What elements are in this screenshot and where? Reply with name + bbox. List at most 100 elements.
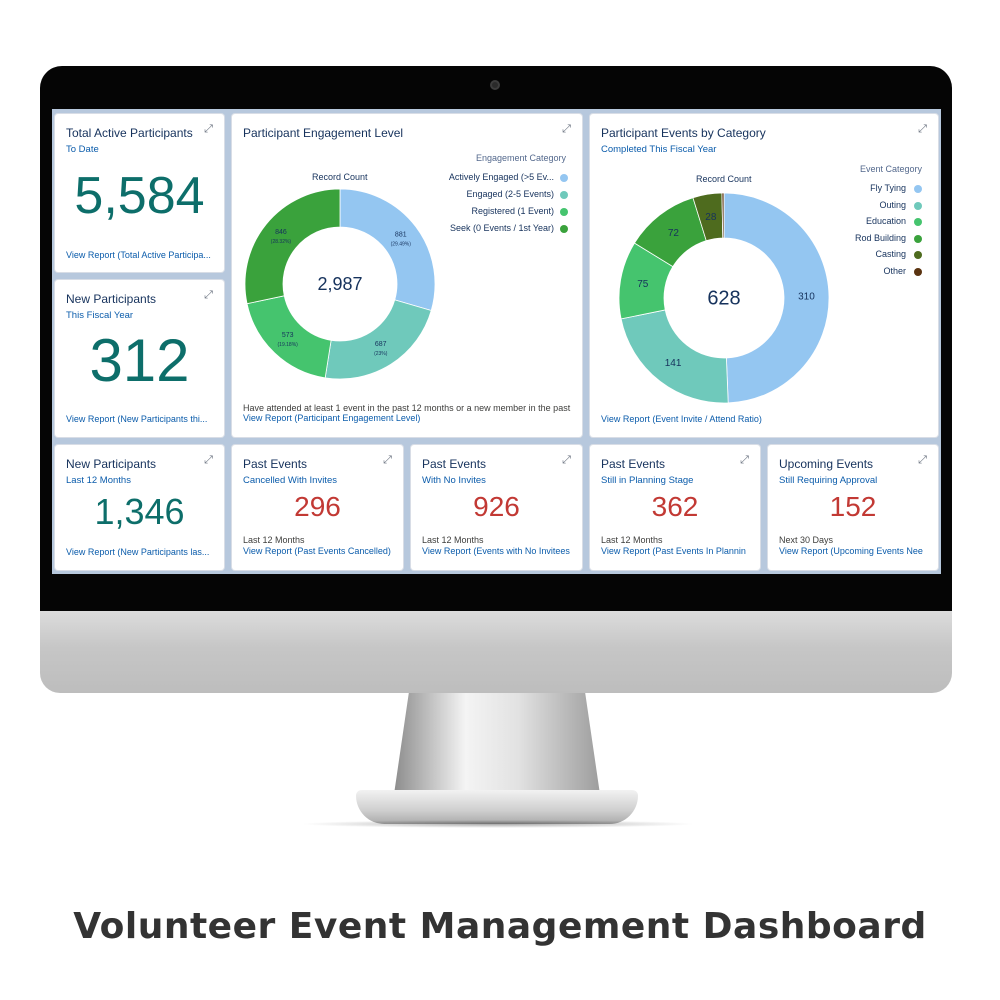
card-title: Participant Events by Category	[601, 126, 766, 140]
card-title: Total Active Participants	[66, 126, 193, 140]
slice-percent-label: (28.32%)	[271, 239, 292, 245]
legend-dot-icon	[914, 201, 922, 210]
legend-dot-icon	[560, 174, 568, 182]
view-report-link[interactable]: View Report (New Participants thi...	[66, 414, 208, 424]
view-report-link[interactable]: View Report (New Participants las...	[66, 547, 210, 557]
donut-center-total: 628	[707, 288, 740, 310]
donut-slice-fly-tying[interactable]	[723, 192, 830, 404]
card-subtitle: Still in Planning Stage	[601, 475, 694, 486]
card-past-events-planning: Past Events Still in Planning Stage ⤢ 36…	[590, 445, 760, 570]
card-subtitle: Last 12 Months	[66, 475, 131, 486]
chart-title: Record Count	[696, 174, 752, 184]
expand-icon[interactable]: ⤢	[740, 454, 749, 466]
card-title: Participant Engagement Level	[243, 126, 404, 140]
legend-item-registered-1-event[interactable]: Registered (1 Event)	[471, 206, 554, 216]
expand-icon[interactable]: ⤢	[562, 454, 571, 466]
card-new-participants-fiscal: New Participants This Fiscal Year ⤢ 312 …	[55, 280, 224, 437]
expand-icon[interactable]: ⤢	[204, 123, 213, 135]
metric-value: 312	[89, 327, 190, 394]
metric-value: 926	[473, 491, 520, 522]
view-report-link[interactable]: View Report (Total Active Participa...	[66, 250, 211, 260]
metric-value: 5,584	[74, 167, 205, 225]
metric-value: 1,346	[94, 491, 185, 532]
card-title: Past Events	[601, 457, 666, 471]
card-subtitle: Cancelled With Invites	[243, 475, 337, 486]
category-donut-chart: 310 141 75 72 28 628	[618, 192, 830, 404]
monitor-stand-neck	[392, 693, 602, 808]
legend-item-outing[interactable]: Outing	[879, 199, 906, 210]
card-note: Last 12 Months	[243, 535, 305, 545]
card-subtitle: This Fiscal Year	[66, 310, 134, 321]
slice-percent-label: (19.18%)	[278, 342, 299, 348]
card-engagement-level: Participant Engagement Level ⤢ Record Co…	[232, 114, 582, 437]
card-upcoming-events: Upcoming Events Still Requiring Approval…	[768, 445, 938, 570]
card-title: New Participants	[66, 457, 157, 471]
slice-percent-label: (23%)	[374, 351, 388, 357]
monitor-stand-base	[356, 790, 638, 824]
donut-slice-other[interactable]	[721, 192, 725, 239]
slice-value-label: 28	[705, 212, 717, 223]
donut-slice-engaged-2-5-events[interactable]	[324, 299, 432, 380]
legend-item-education[interactable]: Education	[865, 216, 906, 227]
metric-value: 362	[651, 491, 699, 522]
donut-center-total: 2,987	[317, 274, 362, 294]
card-subtitle: Still Requiring Approval	[779, 475, 878, 486]
view-report-link[interactable]: View Report (Past Events In Plannin	[601, 546, 746, 556]
card-title: Upcoming Events	[779, 457, 874, 471]
legend-dot-icon	[914, 234, 922, 243]
card-subtitle: To Date	[66, 144, 99, 155]
slice-value-label: 846	[275, 229, 287, 236]
legend-dot-icon	[914, 218, 922, 227]
card-subtitle: With No Invites	[422, 475, 486, 486]
donut-slice-seek-0-events-1st-year[interactable]	[244, 188, 341, 305]
expand-icon[interactable]: ⤢	[562, 123, 571, 135]
legend-item-seek-0-events-1st-year[interactable]: Seek (0 Events / 1st Year)	[449, 223, 554, 233]
page-caption: Volunteer Event Management Dashboard	[73, 906, 927, 947]
expand-icon[interactable]: ⤢	[204, 289, 213, 301]
card-note: Next 30 Days	[779, 535, 834, 545]
legend-item-actively-engaged-5-ev[interactable]: Actively Engaged (>5 Ev...	[448, 172, 554, 182]
dashboard-screen: Total Active Participants To Date ⤢ 5,58…	[52, 109, 941, 574]
view-report-link[interactable]: View Report (Event Invite / Attend Ratio…	[601, 414, 762, 424]
expand-icon[interactable]: ⤢	[918, 454, 927, 466]
legend-title: Engagement Category	[475, 153, 566, 163]
view-report-link[interactable]: View Report (Upcoming Events Nee	[779, 546, 923, 556]
card-note: Last 12 Months	[422, 535, 484, 545]
card-events-by-category: Participant Events by Category Completed…	[590, 114, 938, 437]
card-subtitle: Completed This Fiscal Year	[601, 144, 717, 155]
card-total-active-participants: Total Active Participants To Date ⤢ 5,58…	[55, 114, 224, 272]
legend-item-rod-building[interactable]: Rod Building	[854, 232, 906, 243]
legend-item-casting[interactable]: Casting	[875, 249, 906, 260]
legend-item-fly-tying[interactable]: Fly Tying	[870, 183, 906, 193]
legend-title: Event Category	[859, 164, 922, 174]
stand-shadow	[300, 820, 696, 828]
view-report-link[interactable]: View Report (Events with No Invitees	[422, 546, 570, 556]
expand-icon[interactable]: ⤢	[383, 454, 392, 466]
metric-value: 296	[294, 491, 341, 522]
slice-value-label: 75	[637, 279, 649, 290]
card-title: Past Events	[422, 457, 487, 471]
legend-dot-icon	[560, 208, 568, 216]
slice-value-label: 72	[668, 228, 680, 239]
card-title: Past Events	[243, 457, 308, 471]
expand-icon[interactable]: ⤢	[918, 123, 927, 135]
view-report-link[interactable]: View Report (Past Events Cancelled)	[243, 546, 391, 556]
legend-dot-icon	[914, 185, 922, 193]
slice-value-label: 310	[798, 292, 815, 303]
card-title: New Participants	[66, 292, 157, 306]
card-past-events-cancelled: Past Events Cancelled With Invites ⤢ 296…	[232, 445, 403, 570]
monitor-chin	[40, 611, 952, 693]
engagement-donut-chart: 881 (29.49%) 687 (23%) 573 (19.18%) 846 (28.32%…	[244, 188, 436, 380]
donut-slice-outing[interactable]	[620, 309, 729, 404]
slice-value-label: 881	[395, 231, 407, 238]
legend-item-engaged-2-5-events[interactable]: Engaged (2-5 Events)	[466, 189, 554, 199]
slice-value-label: 573	[282, 332, 294, 339]
legend-dot-icon	[560, 225, 568, 233]
camera-icon	[490, 80, 500, 90]
metric-value: 152	[829, 491, 877, 522]
donut-slice-actively-engaged-5-ev[interactable]	[339, 188, 436, 311]
slice-value-label: 687	[375, 341, 387, 348]
expand-icon[interactable]: ⤢	[204, 454, 213, 466]
legend-item-other[interactable]: Other	[883, 266, 906, 276]
view-report-link[interactable]: View Report (Participant Engagement Leve…	[243, 413, 421, 423]
